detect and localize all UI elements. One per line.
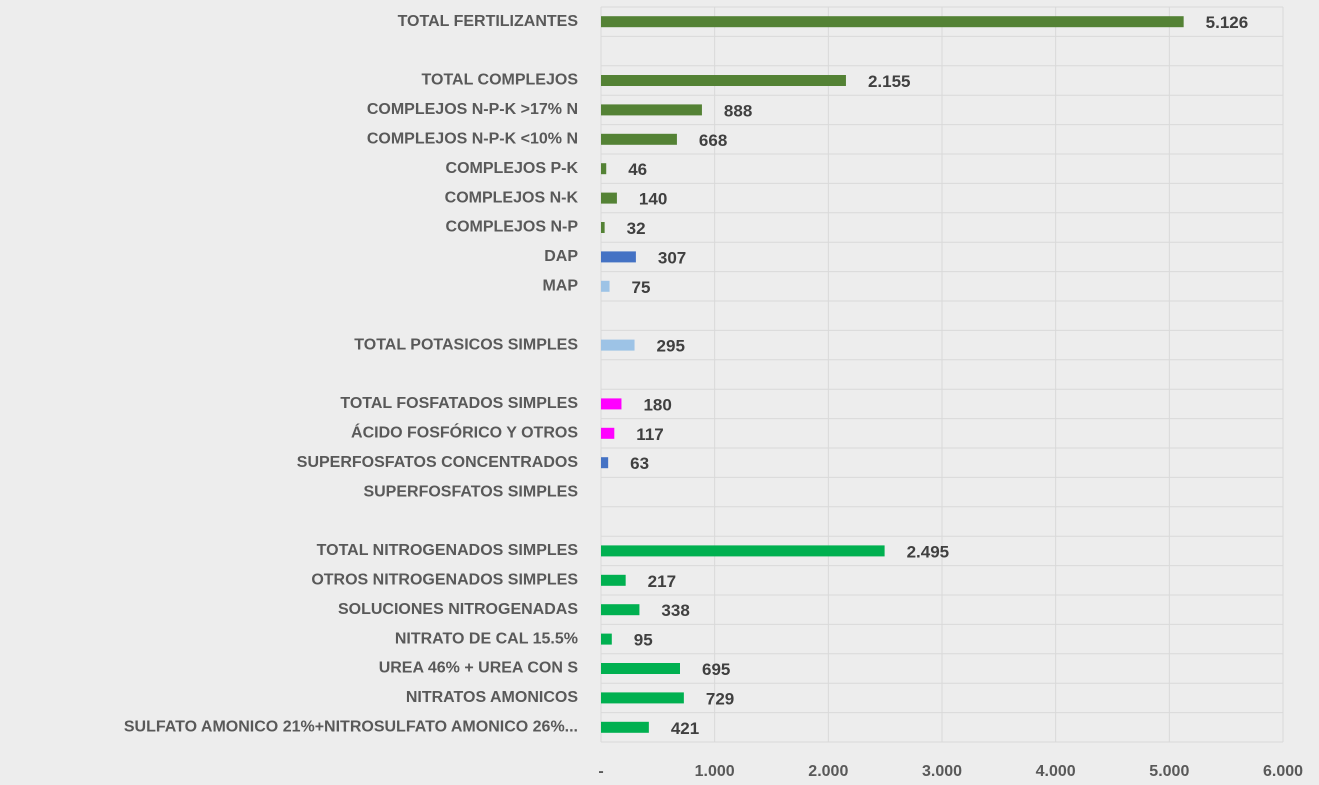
bar — [601, 634, 612, 645]
y-tick-label: NITRATO DE CAL 15.5% — [395, 630, 578, 647]
y-tick-label: TOTAL COMPLEJOS — [422, 72, 579, 89]
value-label: 729 — [706, 689, 734, 708]
value-label: 117 — [636, 425, 663, 444]
bar — [601, 663, 680, 674]
bar — [601, 545, 885, 556]
y-tick-label: SUPERFOSFATOS SIMPLES — [363, 483, 578, 500]
bar — [601, 604, 639, 615]
y-tick-label: COMPLEJOS P-K — [446, 160, 579, 177]
value-label: 295 — [657, 337, 685, 356]
y-tick-label: TOTAL POTASICOS SIMPLES — [354, 336, 578, 353]
y-tick-label: COMPLEJOS N-P — [446, 219, 579, 236]
y-tick-label: SOLUCIONES NITROGENADAS — [338, 601, 578, 618]
y-tick-label: NITRATOS AMONICOS — [406, 689, 578, 706]
bar — [601, 575, 626, 586]
value-label: 95 — [634, 631, 653, 650]
value-label: 75 — [632, 278, 651, 297]
x-tick-label: 3.000 — [922, 763, 962, 780]
x-tick-label: 1.000 — [695, 763, 735, 780]
x-tick-label: 4.000 — [1036, 763, 1076, 780]
y-tick-label: ÁCIDO FOSFÓRICO Y OTROS — [351, 423, 578, 442]
bar — [601, 134, 677, 145]
bar — [601, 16, 1184, 27]
y-tick-label: COMPLEJOS N-P-K >17% N — [367, 101, 578, 118]
value-label: 32 — [627, 219, 646, 238]
y-tick-label: TOTAL NITROGENADOS SIMPLES — [317, 542, 579, 559]
bar — [601, 398, 621, 409]
x-tick-label: - — [598, 763, 603, 780]
value-label: 421 — [671, 719, 699, 738]
value-label: 668 — [699, 131, 727, 150]
x-tick-label: 5.000 — [1149, 763, 1189, 780]
value-label: 63 — [630, 454, 649, 473]
bar — [601, 193, 617, 204]
value-label: 2.495 — [907, 542, 950, 561]
value-label: 217 — [648, 572, 676, 591]
y-tick-label: UREA 46% + UREA CON S — [379, 660, 579, 677]
x-tick-label: 6.000 — [1263, 763, 1303, 780]
bar — [601, 428, 614, 439]
value-label: 307 — [658, 248, 686, 267]
bar — [601, 692, 684, 703]
value-label: 338 — [661, 601, 689, 620]
bar — [601, 340, 635, 351]
value-label: 2.155 — [868, 72, 911, 91]
value-label: 888 — [724, 101, 752, 120]
value-label: 46 — [628, 160, 647, 179]
y-tick-label: SUPERFOSFATOS CONCENTRADOS — [297, 454, 579, 471]
y-tick-label: TOTAL FERTILIZANTES — [398, 13, 579, 30]
y-tick-label: COMPLEJOS N-K — [445, 189, 579, 206]
bar — [601, 104, 702, 115]
y-tick-label: COMPLEJOS N-P-K <10% N — [367, 131, 578, 148]
value-label: 695 — [702, 660, 730, 679]
y-tick-label: OTROS NITROGENADOS SIMPLES — [311, 572, 578, 589]
bar — [601, 222, 605, 233]
bar — [601, 163, 606, 174]
bar — [601, 722, 649, 733]
value-label: 140 — [639, 190, 667, 209]
y-tick-label: SULFATO AMONICO 21%+NITROSULFATO AMONICO… — [124, 719, 578, 736]
bar — [601, 75, 846, 86]
y-tick-label: DAP — [544, 248, 578, 265]
value-label: 180 — [643, 395, 671, 414]
bar — [601, 281, 610, 292]
value-label: 5.126 — [1206, 13, 1249, 32]
bar — [601, 457, 608, 468]
x-tick-label: 2.000 — [808, 763, 848, 780]
y-tick-label: TOTAL FOSFATADOS SIMPLES — [340, 395, 578, 412]
chart: - 1.000 2.000 3.000 4.000 5.000 6.000 TOTAL FER… — [0, 0, 1319, 785]
y-tick-label: MAP — [542, 278, 578, 295]
bar — [601, 251, 636, 262]
